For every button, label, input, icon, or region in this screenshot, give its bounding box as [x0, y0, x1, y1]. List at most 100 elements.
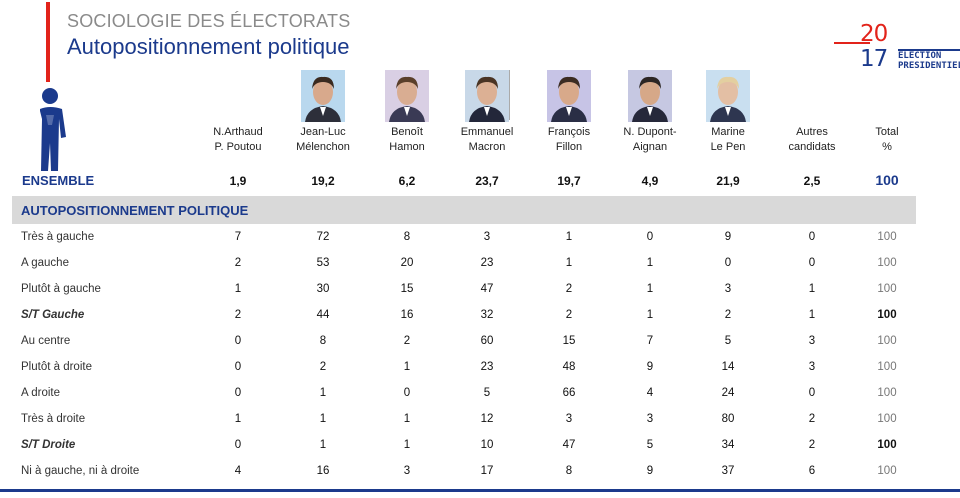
table-cell: 2: [808, 413, 816, 425]
column-header: Jean-Luc Mélenchon: [278, 125, 368, 155]
candidate-photo: [628, 70, 672, 122]
column-header: N. Dupont- Aignan: [605, 125, 695, 155]
table-cell: 3: [808, 335, 816, 347]
table-cell: 1: [403, 413, 411, 425]
table-cell: 1: [234, 283, 242, 295]
table-cell: 16: [316, 465, 330, 477]
logo-digits-bottom: 17: [860, 46, 888, 72]
table-cell: 80: [721, 413, 735, 425]
table-cell: 0: [234, 335, 242, 347]
row-total-cell: 100: [877, 439, 897, 451]
ensemble-value: 2,5: [803, 174, 821, 188]
row-label: Très à gauche: [21, 231, 95, 243]
election-2017-logo: 20 17 ELECTION PRESIDENTIELLE: [834, 22, 960, 84]
table-cell: 10: [480, 439, 494, 451]
ensemble-value: 6,2: [398, 174, 416, 188]
column-header-line2: Mélenchon: [296, 141, 350, 153]
page-title: Autopositionnement politique: [67, 34, 350, 59]
table-cell: 1: [565, 231, 573, 243]
table-cell: 8: [319, 335, 327, 347]
table-cell: 1: [319, 439, 327, 451]
table-cell: 5: [724, 335, 732, 347]
table-cell: 9: [646, 465, 654, 477]
ensemble-total: 100: [875, 172, 899, 188]
table-cell: 0: [808, 387, 816, 399]
table-cell: 2: [724, 309, 732, 321]
table-cell: 66: [562, 387, 576, 399]
table-cell: 1: [234, 413, 242, 425]
candidate-photo: [547, 70, 591, 122]
column-header-line1: Emmanuel: [460, 126, 514, 138]
table-cell: 6: [808, 465, 816, 477]
table-cell: 9: [724, 231, 732, 243]
column-header-line1: Marine: [711, 126, 745, 138]
table-cell: 4: [234, 465, 242, 477]
table-cell: 12: [480, 413, 494, 425]
column-header-line1: N. Dupont-: [623, 126, 677, 138]
column-header-line1: Jean-Luc: [300, 126, 346, 138]
bottom-rule: [0, 489, 960, 492]
row-label: S/T Droite: [21, 439, 76, 451]
table-cell: 0: [808, 257, 816, 269]
table-cell: 1: [808, 283, 816, 295]
table-cell: 15: [562, 335, 576, 347]
table-cell: 8: [403, 231, 411, 243]
table-cell: 72: [316, 231, 330, 243]
table-cell: 24: [721, 387, 735, 399]
table-cell: 1: [646, 283, 654, 295]
table-cell: 1: [646, 309, 654, 321]
table-cell: 2: [565, 283, 573, 295]
row-total-cell: 100: [877, 361, 897, 373]
logo-text-line1: ELECTION: [898, 51, 942, 61]
table-cell: 17: [480, 465, 494, 477]
table-cell: 30: [316, 283, 330, 295]
column-header: Marine Le Pen: [683, 125, 773, 155]
ensemble-value: 19,7: [557, 174, 581, 188]
column-header-line2: Fillon: [555, 141, 583, 153]
table-cell: 48: [562, 361, 576, 373]
column-header: Benoît Hamon: [362, 125, 452, 155]
logo-year: 20 17: [860, 22, 888, 72]
column-header-line1: Autres: [796, 126, 828, 138]
table-cell: 2: [808, 439, 816, 451]
table-cell: 60: [480, 335, 494, 347]
table-cell: 14: [721, 361, 735, 373]
table-cell: 23: [480, 361, 494, 373]
column-header-line2: Le Pen: [710, 141, 746, 153]
row-label: Plutôt à droite: [21, 361, 92, 373]
table-cell: 5: [483, 387, 491, 399]
table-cell: 1: [808, 309, 816, 321]
table-cell: 47: [480, 283, 494, 295]
ensemble-value: 23,7: [475, 174, 499, 188]
header-accent-bar: [46, 2, 50, 82]
ensemble-label: ENSEMBLE: [22, 173, 95, 188]
table-cell: 0: [403, 387, 411, 399]
table-cell: 0: [808, 231, 816, 243]
table-cell: 1: [403, 439, 411, 451]
table-cell: 3: [724, 283, 732, 295]
row-label: Très à droite: [21, 413, 86, 425]
table-cell: 7: [234, 231, 242, 243]
table-cell: 1: [565, 257, 573, 269]
column-header-line1: N.Arthaud: [213, 126, 263, 138]
section-band: [12, 196, 916, 224]
column-header-line2: P. Poutou: [214, 141, 262, 153]
candidate-photo: [706, 70, 750, 122]
table-cell: 4: [646, 387, 654, 399]
table-cell: 15: [400, 283, 414, 295]
table-cell: 5: [646, 439, 654, 451]
table-cell: 1: [646, 257, 654, 269]
table-cell: 7: [646, 335, 654, 347]
table-cell: 44: [316, 309, 330, 321]
logo-text: ELECTION PRESIDENTIELLE: [898, 51, 960, 71]
column-header-line2: Aignan: [632, 141, 668, 153]
table-cell: 1: [319, 387, 327, 399]
table-cell: 0: [234, 387, 242, 399]
table-cell: 0: [646, 231, 654, 243]
section-title: AUTOPOSITIONNEMENT POLITIQUE: [21, 203, 249, 218]
column-header: Emmanuel Macron: [442, 125, 532, 155]
column-header-line1: François: [547, 126, 591, 138]
photo-separator: [509, 70, 510, 120]
table-cell: 3: [808, 361, 816, 373]
table-cell: 23: [480, 257, 494, 269]
